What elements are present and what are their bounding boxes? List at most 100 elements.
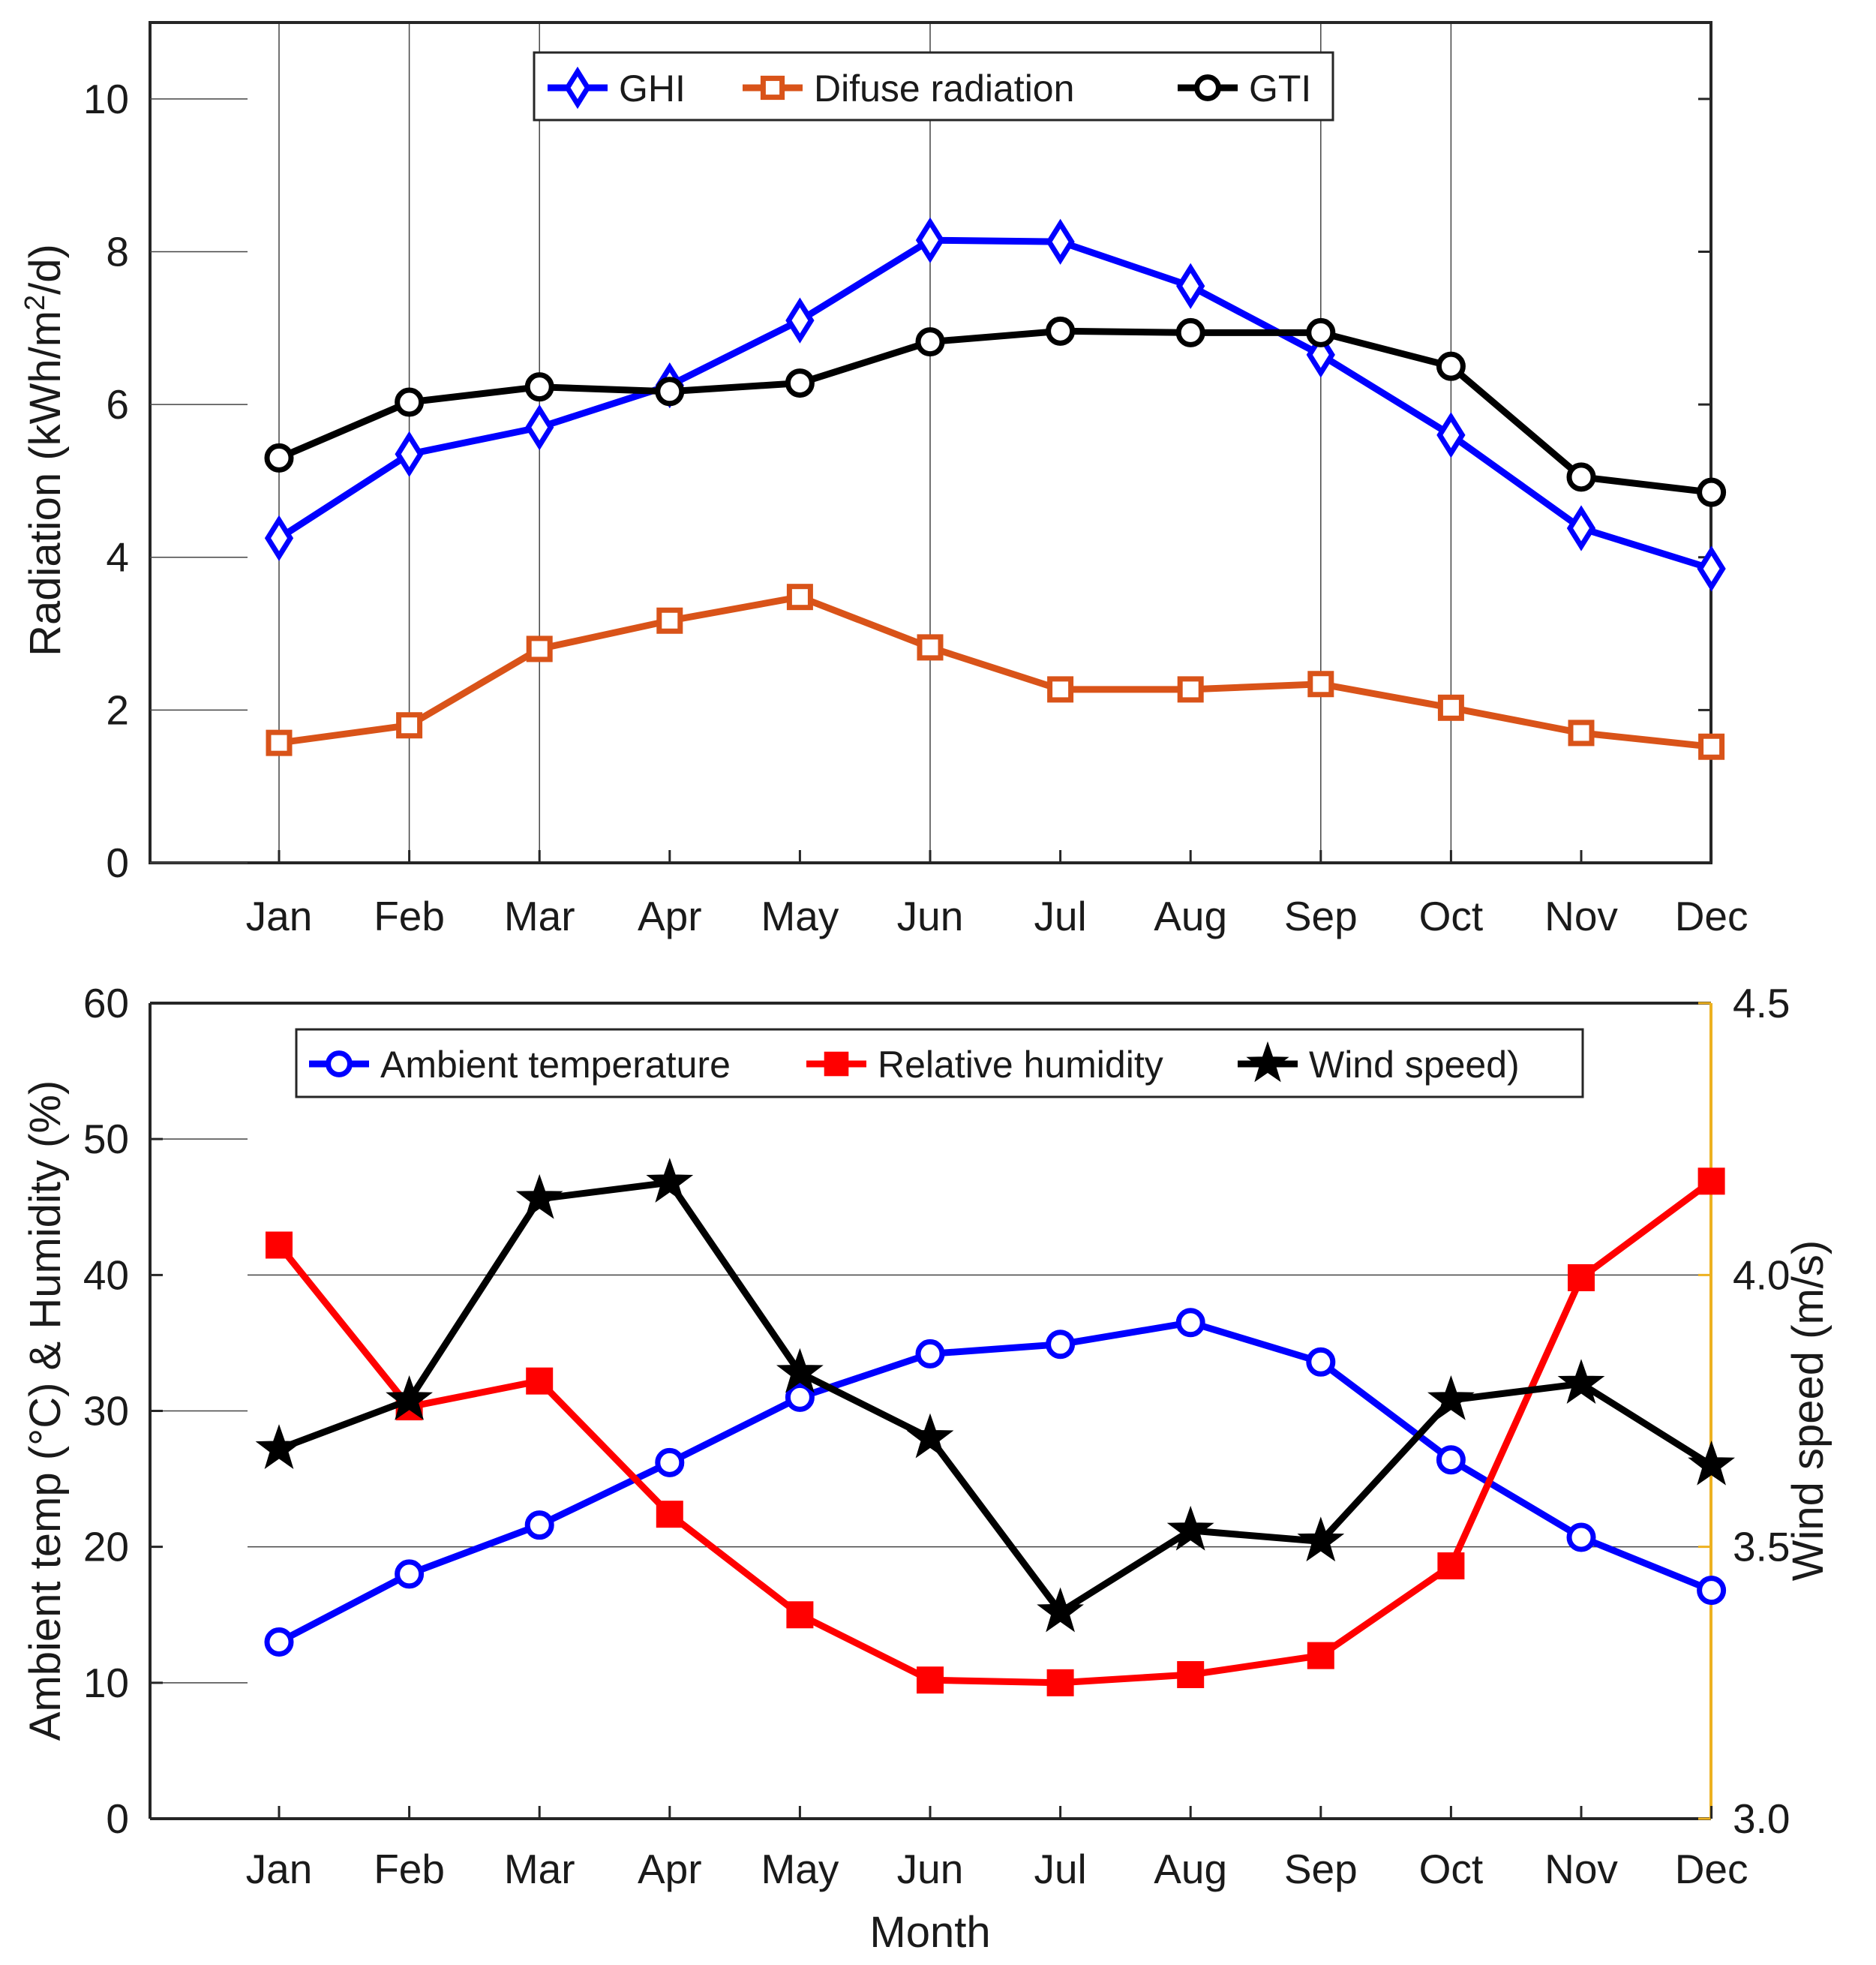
relative-humidity-point <box>656 1501 683 1528</box>
difuse-radiation-point <box>1047 676 1074 703</box>
radiation-x-tick-label: Jul <box>1034 893 1086 939</box>
wind-speed-point <box>386 1375 433 1420</box>
radiation-legend: GHI Difuse radiation GTI <box>533 51 1334 122</box>
gti-point <box>655 377 685 407</box>
difuse-radiation-point <box>917 634 944 661</box>
difuse-radiation-point <box>1307 671 1334 698</box>
legend-marker <box>760 75 785 101</box>
relative-humidity-point <box>1568 1263 1595 1291</box>
legend-marker <box>326 1050 353 1077</box>
weather-x-tick-label: Feb <box>374 1846 445 1892</box>
weather-x-tick-label: May <box>761 1846 839 1892</box>
relative-humidity-point <box>526 1367 554 1395</box>
wind-speed-point <box>1037 1587 1084 1633</box>
radiation-x-tick-label: Feb <box>374 893 445 939</box>
ambient-temperature-point <box>915 1339 945 1369</box>
ambient-temperature-point <box>1046 1330 1076 1360</box>
weather-x-tick-label: Aug <box>1154 1846 1227 1892</box>
weather-series <box>255 1158 1735 1696</box>
weather-axis-ticks: 0 10 20 30 40 50 60 3.0 3.5 4.0 4.5 Jan Feb Mar Apr May… <box>83 980 1790 1892</box>
radiation-x-tick-label: Aug <box>1154 893 1227 939</box>
weather-y-tick-label: 0 <box>106 1795 129 1842</box>
difuse-radiation-point <box>1177 676 1204 703</box>
weather-y-axis-label: Ambient temp (°C) & Humidity (%) <box>21 1080 70 1741</box>
difuse-radiation-point <box>786 584 813 611</box>
radiation-x-tick-label: Jan <box>246 893 313 939</box>
wind-speed-tick-label: 4.0 <box>1733 1251 1790 1298</box>
ghi-point <box>525 404 554 451</box>
gti-point <box>1436 351 1466 381</box>
radiation-x-tick-label: May <box>761 893 839 939</box>
wind-speed-line <box>278 1179 1713 1616</box>
ambient-temperature-point <box>1306 1347 1336 1377</box>
ghi-point <box>395 431 424 477</box>
weather-x-tick-label: Nov <box>1544 1846 1618 1892</box>
legend-label: Wind speed) <box>1309 1044 1520 1086</box>
weather-x-tick-label: Dec <box>1675 1846 1748 1892</box>
weather-x-tick-label: Jul <box>1034 1846 1086 1892</box>
relative-humidity-point <box>786 1601 814 1629</box>
radiation-x-tick-label: Jun <box>897 893 964 939</box>
gti-point <box>785 368 815 398</box>
weather-x-tick-label: Apr <box>638 1846 702 1892</box>
month-axis-label: Month <box>869 1908 990 1957</box>
wind-speed-point <box>1688 1440 1735 1486</box>
wind-speed-point <box>1166 1505 1214 1551</box>
radiation-x-tick-label: Dec <box>1675 893 1748 939</box>
gti-point <box>395 387 425 417</box>
wind-speed-series <box>255 1158 1735 1633</box>
ghi-series <box>264 217 1726 592</box>
weather-x-tick-label: Mar <box>504 1846 575 1892</box>
ambient-temperature-point <box>1566 1522 1596 1552</box>
relative-humidity-point <box>1046 1669 1074 1696</box>
wind-speed-tick-label: 3.0 <box>1733 1795 1790 1842</box>
relative-humidity-line <box>276 1178 1714 1687</box>
radiation-series <box>264 217 1727 760</box>
radiation-y-tick-label: 8 <box>106 228 129 275</box>
legend-ambient-temperature: Ambient temperature <box>309 1044 731 1086</box>
radiation-y-tick-label: 10 <box>83 76 129 122</box>
legend-label: Difuse radiation <box>814 68 1074 110</box>
difuse-radiation-point <box>656 607 683 634</box>
difuse-radiation-point <box>1437 694 1464 721</box>
radiation-x-tick-label: Mar <box>504 893 575 939</box>
legend-relative-humidity: Relative humidity <box>806 1044 1163 1086</box>
radiation-x-tick-label: Nov <box>1544 893 1618 939</box>
legend-label: GHI <box>619 68 686 110</box>
wind-speed-point <box>255 1424 303 1469</box>
ambient-temperature-line <box>277 1319 1713 1645</box>
legend-wind-speed: Wind speed) <box>1238 1041 1520 1086</box>
relative-humidity-point <box>917 1666 944 1694</box>
ghi-point <box>1697 545 1726 592</box>
difuse-radiation-point <box>1698 733 1725 760</box>
legend-marker <box>1246 1041 1289 1083</box>
ghi-point <box>1046 218 1075 265</box>
gti-series <box>264 316 1727 507</box>
weather-y-tick-label: 30 <box>83 1388 129 1435</box>
gti-point <box>1566 462 1596 492</box>
weather-y-tick-label: 10 <box>83 1660 129 1706</box>
weather-y-tick-label: 50 <box>83 1116 129 1162</box>
ghi-line <box>277 236 1712 572</box>
ghi-point <box>1176 263 1205 309</box>
weather-x-tick-label: Oct <box>1419 1846 1484 1892</box>
difuse-radiation-point <box>396 712 423 739</box>
ghi-point <box>785 297 815 344</box>
radiation-axis-ticks: 0 2 4 6 8 10 Jan Feb Mar Apr May Jun Jul Aug Sep Oct Nov… <box>83 76 1748 939</box>
ambient-temperature-point <box>1175 1308 1205 1338</box>
weather-x-tick-label: Jun <box>897 1846 964 1892</box>
difuse-radiation-series <box>266 584 1725 760</box>
weather-y-tick-label: 20 <box>83 1524 129 1570</box>
gti-point <box>264 443 294 473</box>
wind-speed-tick-label: 4.5 <box>1733 980 1790 1026</box>
ambient-temperature-series <box>264 1308 1727 1657</box>
ghi-point <box>1566 505 1596 551</box>
weather-x-tick-label: Jan <box>246 1846 313 1892</box>
relative-humidity-point <box>1437 1552 1465 1580</box>
weather-y-tick-label: 60 <box>83 980 129 1026</box>
ghi-point <box>915 217 945 263</box>
ambient-temperature-point <box>1697 1576 1727 1606</box>
legend-marker <box>824 1051 849 1077</box>
wind-speed-point <box>1297 1516 1345 1562</box>
